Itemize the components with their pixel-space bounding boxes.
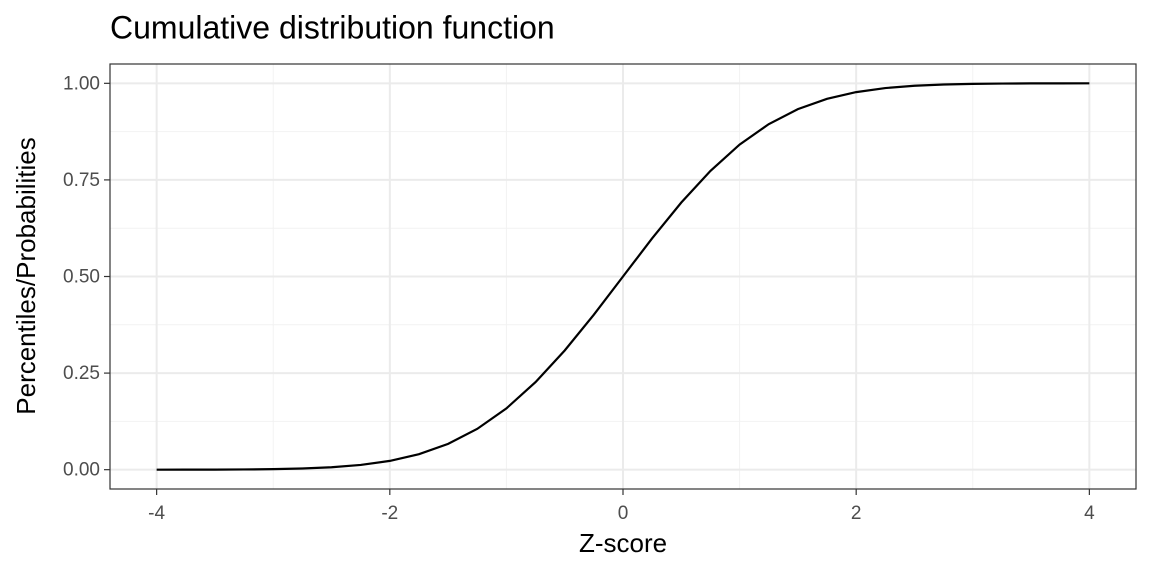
x-tick-label: -4 — [148, 503, 165, 524]
x-tick-label: -2 — [381, 503, 398, 524]
y-tick-label: 0.25 — [63, 363, 100, 384]
x-tick-label: 2 — [851, 503, 862, 524]
x-tick-label: 0 — [618, 503, 629, 524]
y-tick-label: 0.00 — [63, 460, 100, 481]
y-axis-title: Percentiles/Probabilities — [11, 137, 41, 414]
y-tick-label: 0.50 — [63, 267, 100, 288]
x-axis-title: Z-score — [579, 528, 667, 558]
y-tick-label: 1.00 — [63, 73, 100, 94]
y-tick-label: 0.75 — [63, 170, 100, 191]
line — [156, 82, 1090, 471]
panel-border — [109, 63, 1137, 490]
chart-title: Cumulative distribution function — [110, 9, 555, 45]
x-tick-label: 4 — [1084, 503, 1095, 524]
